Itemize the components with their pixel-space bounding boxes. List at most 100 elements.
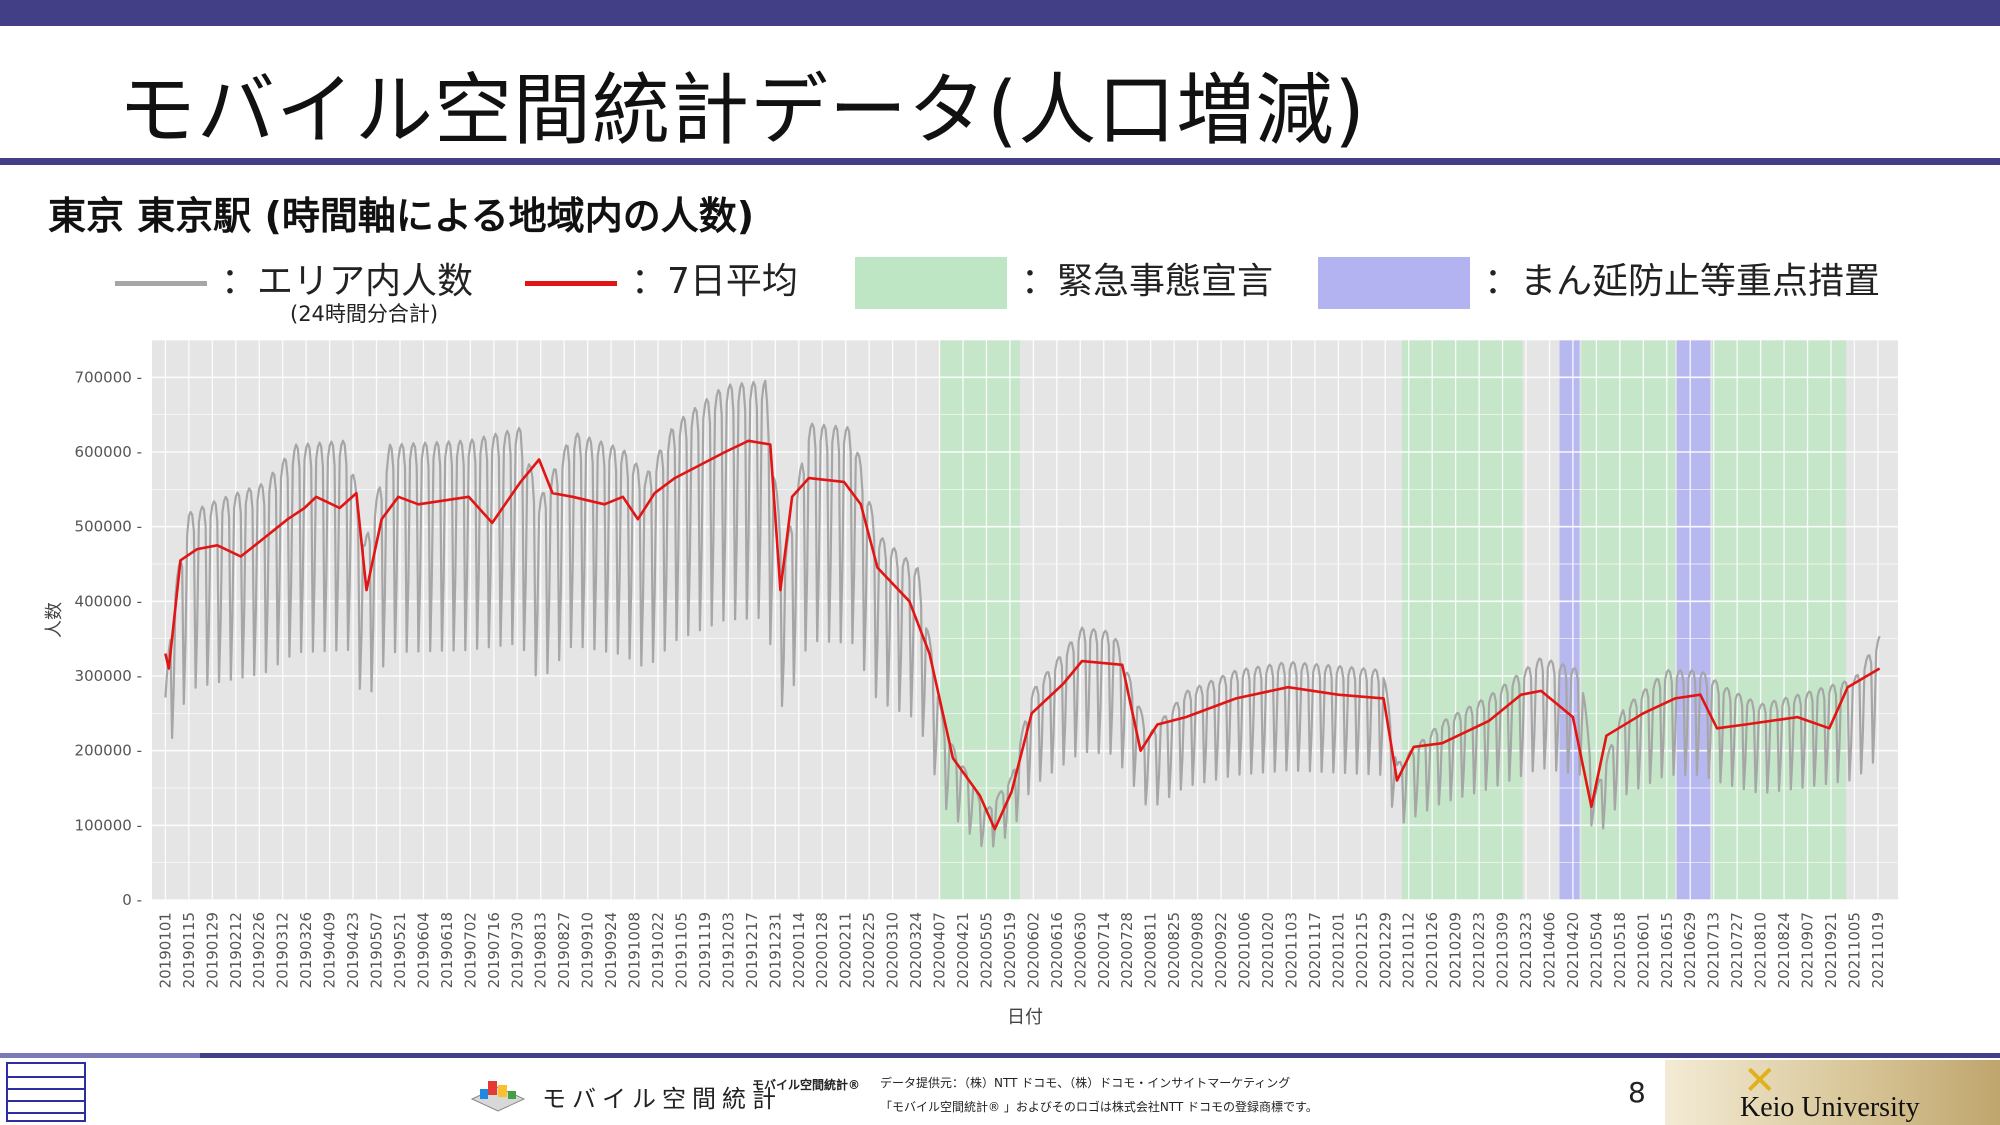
- x-tick-label: 20200225: [860, 912, 878, 988]
- legend-red-line-swatch: [525, 280, 617, 286]
- population-chart: 0 - 100000 - 200000 - 300000 - 400000 - 50000…: [44, 339, 1898, 1028]
- header-bar: [0, 0, 2000, 26]
- x-tick-label: 20201229: [1376, 912, 1394, 988]
- x-tick-label: 20210921: [1822, 912, 1840, 988]
- legend-avg-label: ：7日平均: [631, 261, 798, 302]
- x-tick-label: 20210504: [1587, 912, 1605, 988]
- x-tick-label: 20210727: [1728, 912, 1746, 988]
- legend-7day-average: ：7日平均: [525, 252, 798, 312]
- x-tick-label: 20210209: [1447, 912, 1465, 988]
- x-tick-label: 20200616: [1048, 912, 1066, 988]
- x-tick-label: 20210810: [1752, 912, 1770, 988]
- x-tick-label: 20210112: [1400, 912, 1418, 988]
- x-tick-label: 20190423: [344, 912, 362, 988]
- x-tick-label: 20210518: [1611, 912, 1629, 988]
- legend-green-swatch: [855, 257, 1007, 309]
- y-tick-label: 300000 -: [75, 667, 142, 685]
- keio-logo: ✕ Keio University: [1665, 1058, 2000, 1125]
- legend-emergency-label: ：緊急事態宣言: [1021, 261, 1274, 302]
- x-tick-label: 20200811: [1142, 912, 1160, 988]
- x-tick-label: 20190730: [508, 912, 526, 988]
- x-tick-label: 20200825: [1165, 912, 1183, 988]
- footer-divider-accent: [0, 1053, 200, 1058]
- cube-logo-icon: [470, 1081, 526, 1112]
- page-title: モバイル空間統計データ(人口増減): [118, 66, 1366, 156]
- x-tick-label: 20190924: [602, 912, 620, 988]
- y-tick-label: 500000 -: [75, 518, 142, 536]
- x-tick-label: 20201006: [1236, 912, 1254, 988]
- x-tick-label: 20191008: [626, 912, 644, 988]
- x-tick-label: 20200714: [1095, 912, 1113, 988]
- data-provider: データ提供元：（株）NTT ドコモ、（株）ドコモ・インサイトマーケティング: [880, 1076, 1291, 1090]
- x-tick-label: 20200602: [1024, 912, 1042, 988]
- chart-subtitle: 東京 東京駅 (時間軸による地域内の人数): [48, 194, 755, 238]
- x-axis-label: 日付: [1007, 1007, 1043, 1028]
- x-tick-label: 20210629: [1681, 912, 1699, 988]
- y-tick-label: 700000 -: [75, 368, 142, 386]
- x-tick-label: 20200728: [1118, 912, 1136, 988]
- x-tick-label: 20210907: [1799, 912, 1817, 988]
- x-tick-label: 20190226: [250, 912, 268, 988]
- series-7day-average-line: [164, 439, 1881, 831]
- page-number: 8: [1628, 1076, 1646, 1109]
- brand-text: モバイル空間統計: [542, 1085, 782, 1113]
- x-tick-label: 20200310: [884, 912, 902, 988]
- legend-area-label: ：エリア内人数: [221, 261, 474, 302]
- x-tick-label: 20201103: [1282, 912, 1300, 988]
- x-tick-label: 20190101: [156, 912, 174, 988]
- priority-band-1: [1676, 340, 1711, 900]
- university-name: Keio University: [1740, 1092, 1920, 1123]
- title-divider: [0, 158, 2000, 165]
- mobile-spatial-logo: モバイル空間統計: [468, 1073, 776, 1113]
- x-tick-label: 20191119: [696, 912, 714, 988]
- legend-area-sublabel: (24時間分合計): [290, 302, 439, 326]
- x-tick-label: 20200324: [907, 912, 925, 988]
- emergency-band-2: [1581, 340, 1676, 900]
- series-area-count-line: [164, 379, 1881, 848]
- legend-gray-line-swatch: [115, 280, 207, 286]
- x-tick-label: 20210223: [1470, 912, 1488, 988]
- x-tick-label: 20201117: [1306, 912, 1324, 988]
- y-tick-label: 600000 -: [75, 443, 142, 461]
- crossed-pens-icon: ✕: [1743, 1058, 1777, 1104]
- trademark-notice: 「モバイル空間統計® 」およびそのロゴは株式会社NTT ドコモの登録商標です。: [880, 1100, 1318, 1114]
- emergency-band-1: [1402, 340, 1523, 900]
- x-tick-label: 20200211: [837, 912, 855, 988]
- x-tick-label: 20190910: [579, 912, 597, 988]
- x-tick-label: 20190312: [274, 912, 292, 988]
- x-tick-label: 20191105: [672, 912, 690, 988]
- x-tick-label: 20210713: [1705, 912, 1723, 988]
- brand-trademark: モバイル空間統計®: [752, 1078, 861, 1092]
- x-tick-label: 20190827: [555, 912, 573, 988]
- x-tick-label: 20200407: [931, 912, 949, 988]
- x-tick-label: 20200908: [1189, 912, 1207, 988]
- emergency-band-3: [1712, 340, 1847, 900]
- x-tick-label: 20201215: [1353, 912, 1371, 988]
- x-tick-label: 20200114: [790, 912, 808, 988]
- x-tick-label: 20211005: [1845, 912, 1863, 988]
- y-tick-label: 400000 -: [75, 592, 142, 610]
- x-tick-label: 20190716: [485, 912, 503, 988]
- x-tick-label: 20210615: [1658, 912, 1676, 988]
- x-tick-label: 20210309: [1494, 912, 1512, 988]
- x-tick-label: 20200421: [954, 912, 972, 988]
- y-axis-label: 人数: [44, 602, 65, 638]
- x-tick-label: 20190115: [180, 912, 198, 988]
- lab-logo-icon: [6, 1062, 86, 1122]
- x-tick-label: 20210601: [1634, 912, 1652, 988]
- x-tick-label: 20210420: [1564, 912, 1582, 988]
- x-tick-label: 20191231: [766, 912, 784, 988]
- x-tick-label: 20200630: [1071, 912, 1089, 988]
- legend-priority: ：まん延防止等重点措置: [1318, 252, 1880, 312]
- x-tick-label: 20190618: [438, 912, 456, 988]
- x-tick-label: 20201201: [1329, 912, 1347, 988]
- x-tick-label: 20190409: [321, 912, 339, 988]
- x-tick-label: 20190129: [203, 912, 221, 988]
- x-tick-label: 20190813: [532, 912, 550, 988]
- x-tick-label: 20211019: [1869, 912, 1887, 988]
- x-tick-label: 20190604: [414, 912, 432, 988]
- x-tick-label: 20190702: [461, 912, 479, 988]
- x-tick-label: 20201020: [1259, 912, 1277, 988]
- x-tick-label: 20210126: [1423, 912, 1441, 988]
- x-tick-label: 20210406: [1540, 912, 1558, 988]
